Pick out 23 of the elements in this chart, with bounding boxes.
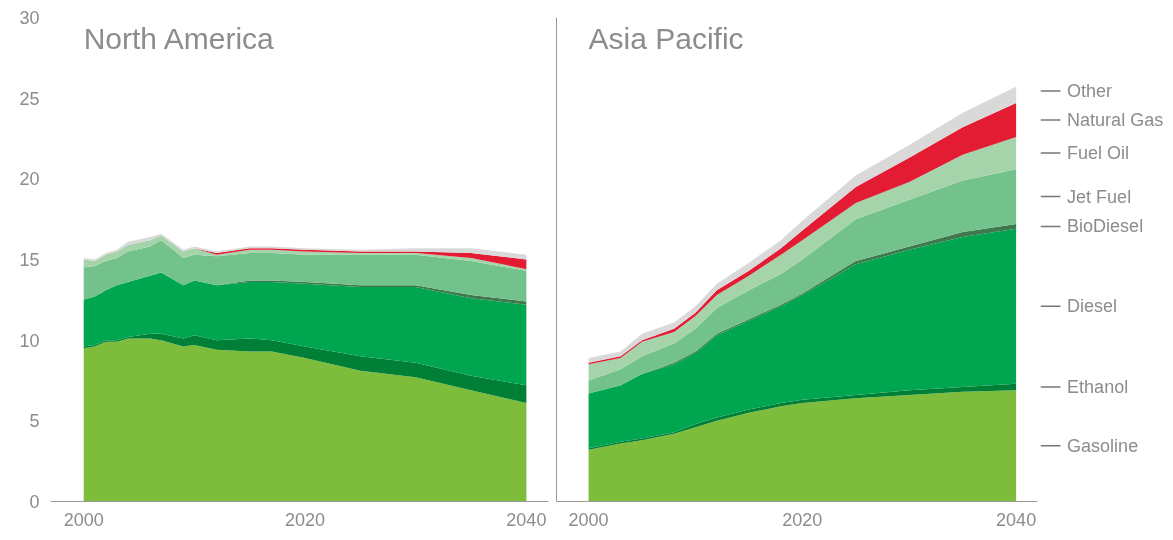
x-tick-label: 2020: [285, 509, 326, 530]
text: Other: [1067, 80, 1113, 101]
y-tick-label: 30: [19, 8, 40, 28]
x-tick-label: 2000: [63, 509, 104, 530]
y-tick-label: 20: [19, 169, 40, 190]
y-tick-label: 15: [19, 250, 40, 270]
text: Ethanol: [1067, 376, 1129, 397]
chart-title: Asia Pacific: [588, 21, 744, 55]
y-tick-label: 0: [29, 492, 40, 512]
chart-title: North America: [83, 21, 275, 55]
x-tick-label: 2000: [568, 509, 609, 530]
text: Jet Fuel: [1067, 186, 1132, 207]
text: Gasoline: [1067, 435, 1139, 456]
y-tick-label: 25: [19, 88, 40, 109]
text: Fuel Oil: [1067, 143, 1130, 164]
x-tick-label: 2040: [506, 509, 547, 530]
text: Natural Gas: [1067, 109, 1164, 130]
text: BioDiesel: [1067, 216, 1144, 237]
y-tick-label: 5: [29, 411, 40, 432]
x-tick-label: 2020: [782, 509, 823, 530]
y-tick-label: 10: [19, 330, 40, 351]
x-tick-label: 2040: [996, 509, 1037, 530]
text: Diesel: [1067, 296, 1118, 317]
